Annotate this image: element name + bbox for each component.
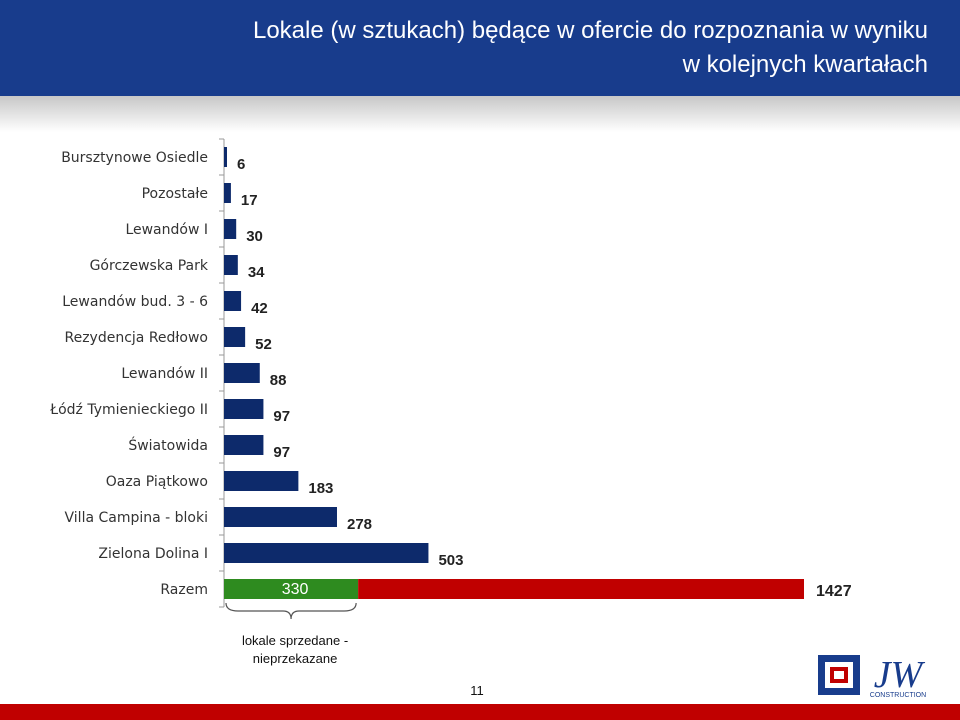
annotation-line-2: nieprzekazane: [253, 651, 338, 666]
logo-jw-text: JW: [874, 654, 926, 696]
data-label: 183: [308, 480, 333, 497]
title-line-2: w kolejnych kwartałach: [682, 51, 928, 78]
header-shadow: [0, 96, 960, 132]
data-label-sold: 330: [282, 581, 309, 598]
logo-subtext: CONSTRUCTION: [870, 692, 926, 699]
annotation-line-1: lokale sprzedane -: [242, 633, 348, 648]
bar: [224, 435, 264, 455]
category-label: Górczewska Park: [90, 258, 209, 274]
data-label: 42: [251, 300, 268, 317]
category-label: Oaza Piątkowo: [106, 474, 208, 490]
logo-square-core: [834, 671, 844, 679]
bar: [224, 147, 227, 167]
title-line-1: Lokale (w sztukach) będące w ofercie do …: [252, 17, 928, 44]
bar: [224, 543, 429, 563]
data-label: 97: [273, 408, 290, 425]
bar: [224, 255, 238, 275]
bar-sold-segment: [224, 579, 359, 599]
data-label: 30: [246, 228, 263, 245]
bar: [224, 327, 246, 347]
category-label: Zielona Dolina I: [98, 546, 208, 562]
bar: [224, 291, 242, 311]
footer-bar: [0, 704, 960, 720]
data-label: 97: [273, 444, 290, 461]
bar-remaining-segment: [358, 579, 804, 599]
category-label: Lewandów I: [125, 222, 208, 238]
data-label: 503: [438, 552, 463, 569]
bar: [224, 183, 231, 203]
bar: [224, 399, 264, 419]
data-label: 17: [241, 192, 258, 209]
page-title: Lokale (w sztukach) będące w ofercie do …: [108, 14, 928, 82]
data-label: 34: [248, 264, 265, 281]
category-label: Rezydencja Redłowo: [65, 330, 209, 346]
data-label: 6: [237, 156, 245, 173]
category-label: Lewandów II: [121, 366, 208, 382]
page-number: 11: [470, 683, 484, 698]
bar: [224, 219, 237, 239]
bar: [224, 363, 260, 383]
bar: [224, 507, 337, 527]
jw-construction-logo: JW CONSTRUCTION: [818, 654, 926, 699]
category-label-total: Razem: [160, 582, 208, 598]
category-label: Światowida: [128, 436, 208, 454]
data-label-total: 1427: [816, 583, 852, 600]
header-banner: [0, 0, 960, 96]
brace: [225, 602, 357, 620]
data-label: 52: [255, 336, 272, 353]
bar: [224, 471, 299, 491]
category-label: Łódź Tymienieckiego II: [49, 402, 208, 418]
category-label: Pozostałe: [142, 186, 208, 202]
category-label: Bursztynowe Osiedle: [61, 150, 208, 166]
category-label: Lewandów bud. 3 - 6: [62, 294, 208, 310]
data-label: 278: [347, 516, 372, 533]
category-label: Villa Campina - bloki: [65, 510, 208, 526]
data-label: 88: [270, 372, 287, 389]
